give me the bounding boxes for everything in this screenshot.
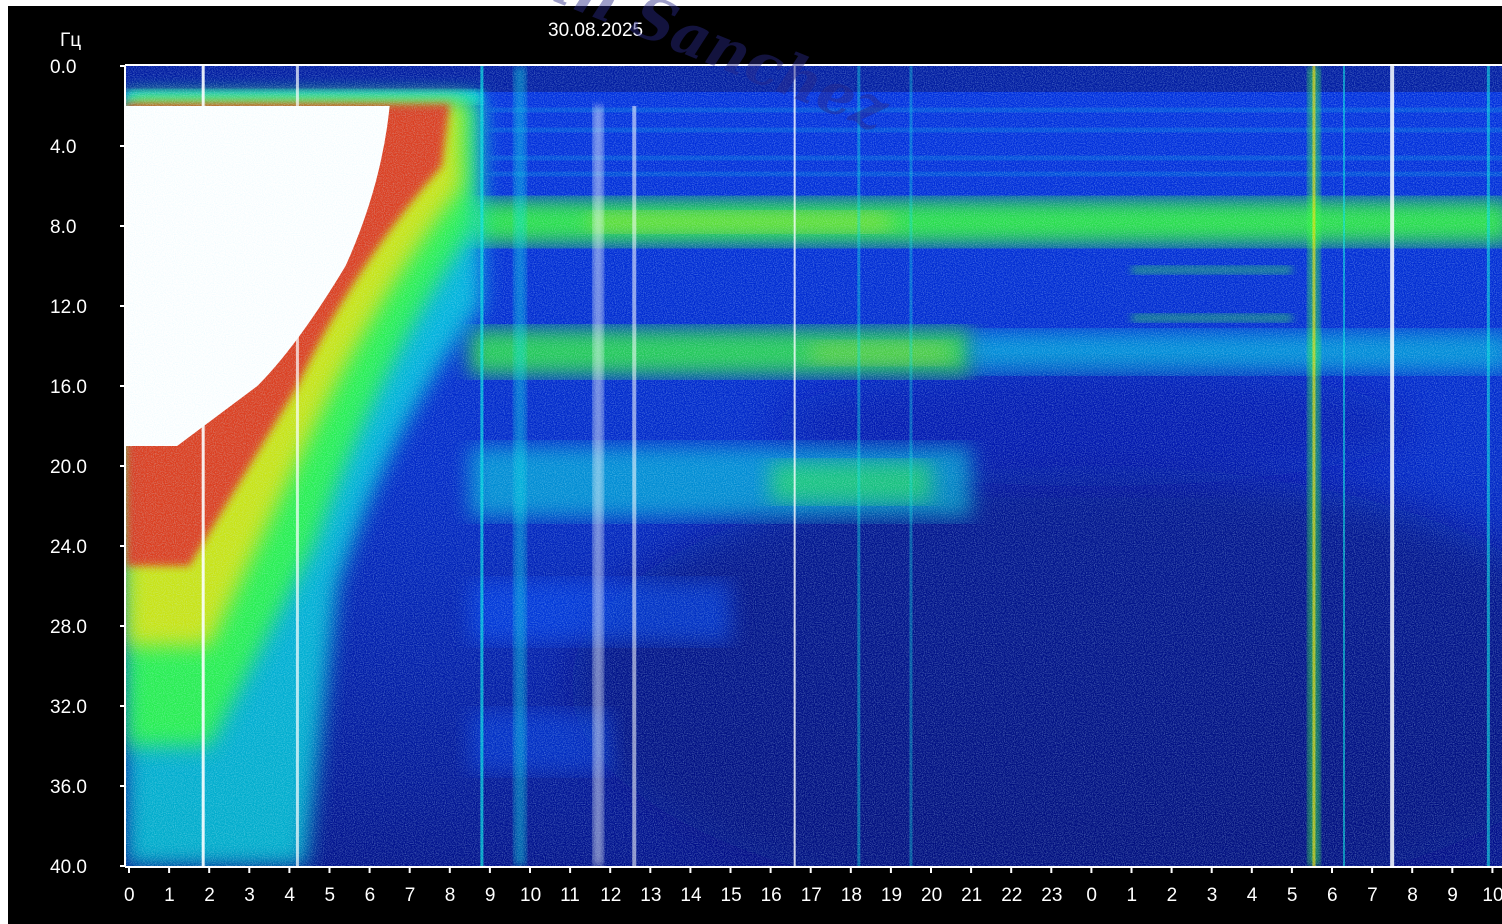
x-tick-label: 17 — [801, 885, 822, 906]
x-tick-label: 22 — [1001, 885, 1022, 906]
x-tick-label: 7 — [1367, 885, 1378, 906]
plot-area — [126, 66, 1502, 866]
x-tick-label: 9 — [1447, 885, 1458, 906]
y-tick-label: 24.0 — [50, 537, 87, 558]
axes: 0.0 4.0 8.0 12.0 16.0 20.0 24.0 28.0 32.0 36.0 40.… — [50, 57, 1502, 906]
x-tick-label: 10 — [1482, 885, 1502, 906]
x-tick-label: 23 — [1041, 885, 1062, 906]
y-tick-label: 0.0 — [50, 57, 76, 78]
x-tick-label: 11 — [560, 885, 580, 906]
x-tick-label: 0 — [1086, 885, 1097, 906]
x-tick-label: 5 — [325, 885, 336, 906]
y-tick-label: 28.0 — [50, 617, 87, 638]
x-tick-label: 19 — [881, 885, 902, 906]
x-tick-label: 4 — [284, 885, 295, 906]
x-tick-label: 13 — [640, 885, 661, 906]
x-tick-label: 10 — [520, 885, 541, 906]
y-tick-label: 20.0 — [50, 457, 87, 478]
x-tick-label: 8 — [445, 885, 456, 906]
x-tick-label: 18 — [841, 885, 862, 906]
x-tick-label: 1 — [1127, 885, 1138, 906]
x-tick-label: 3 — [244, 885, 255, 906]
x-tick-label: 3 — [1207, 885, 1218, 906]
x-tick-label: 5 — [1287, 885, 1298, 906]
x-tick-label: 9 — [485, 885, 496, 906]
x-tick-label: 6 — [1327, 885, 1338, 906]
x-tick-label: 0 — [124, 885, 135, 906]
x-tick-label: 21 — [961, 885, 982, 906]
x-tick-label: 4 — [1247, 885, 1258, 906]
y-tick-label: 40.0 — [50, 857, 87, 878]
x-tick-label: 15 — [721, 885, 742, 906]
x-tick-label: 14 — [680, 885, 702, 906]
x-tick-label: 6 — [365, 885, 376, 906]
chart-title: 30.08.2025 — [548, 20, 643, 41]
y-tick-label: 4.0 — [50, 137, 76, 158]
y-tick-label: 32.0 — [50, 697, 87, 718]
y-tick-label: 8.0 — [50, 217, 76, 238]
x-tick-label: 2 — [1167, 885, 1178, 906]
x-tick-label: 12 — [600, 885, 621, 906]
y-tick-label: 12.0 — [50, 297, 87, 318]
x-tick-label: 20 — [921, 885, 942, 906]
x-tick-label: 16 — [761, 885, 782, 906]
x-tick-label: 8 — [1407, 885, 1418, 906]
y-tick-label: 36.0 — [50, 777, 87, 798]
x-tick-label: 7 — [405, 885, 416, 906]
x-tick-label: 1 — [164, 885, 175, 906]
y-tick-label: 16.0 — [50, 377, 87, 398]
y-axis-label: Гц — [60, 30, 81, 51]
x-tick-label: 2 — [204, 885, 215, 906]
noise-texture — [126, 66, 1502, 866]
